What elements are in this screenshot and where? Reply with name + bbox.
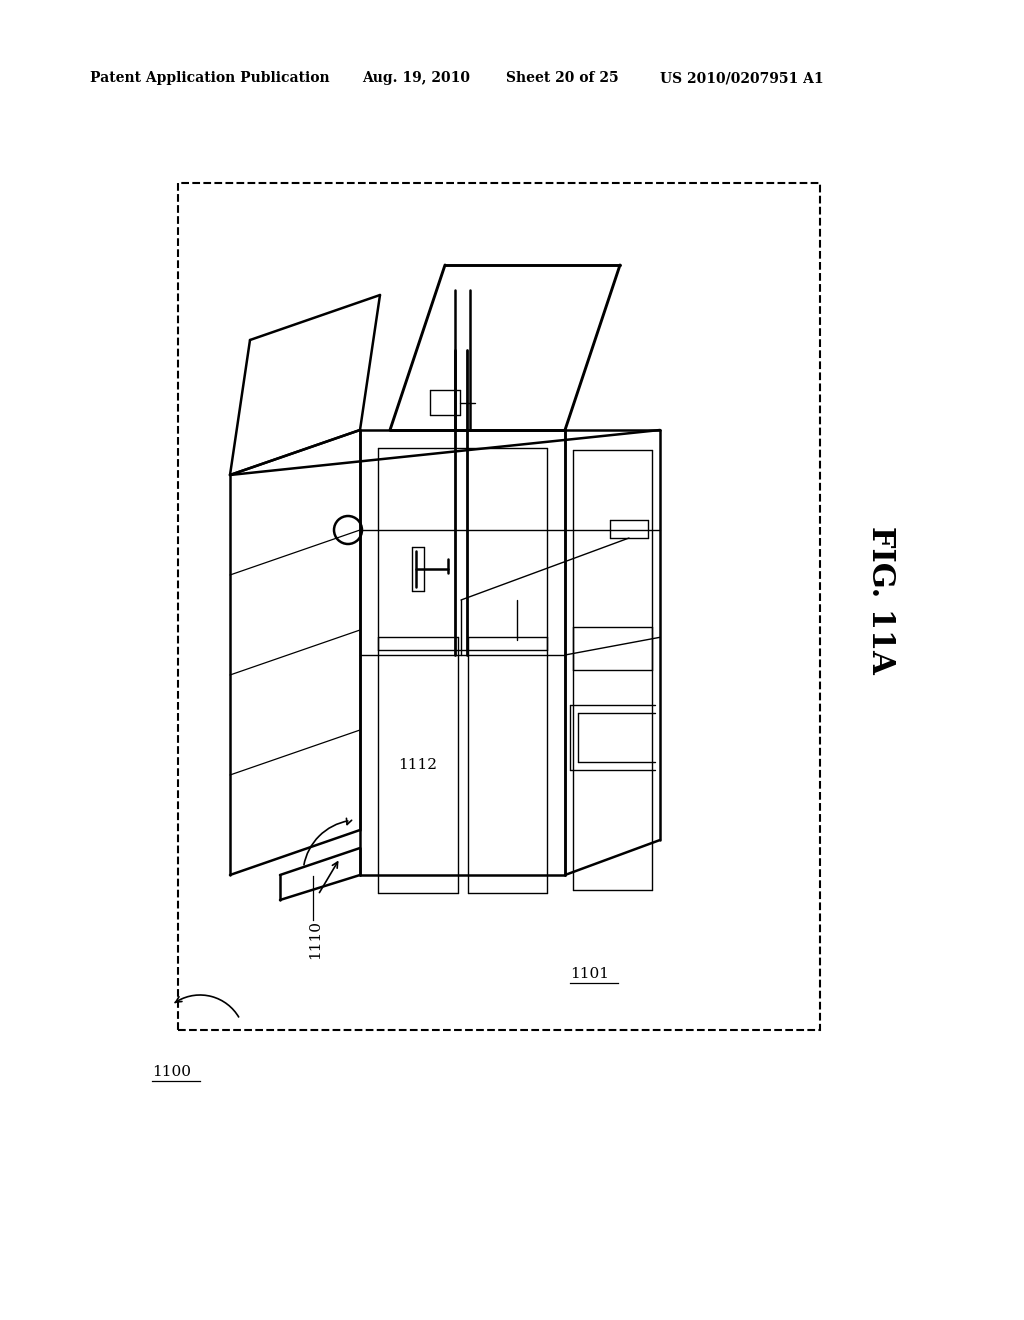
Text: 1101: 1101: [570, 968, 609, 981]
Text: 1100: 1100: [152, 1065, 191, 1078]
Text: Patent Application Publication: Patent Application Publication: [90, 71, 330, 84]
Text: FIG. 11A: FIG. 11A: [864, 527, 896, 675]
Text: US 2010/0207951 A1: US 2010/0207951 A1: [660, 71, 823, 84]
Text: 1110: 1110: [308, 920, 322, 960]
Text: Sheet 20 of 25: Sheet 20 of 25: [506, 71, 618, 84]
Text: 1112: 1112: [398, 758, 437, 772]
Text: Aug. 19, 2010: Aug. 19, 2010: [362, 71, 470, 84]
Bar: [178, 183, 820, 1030]
